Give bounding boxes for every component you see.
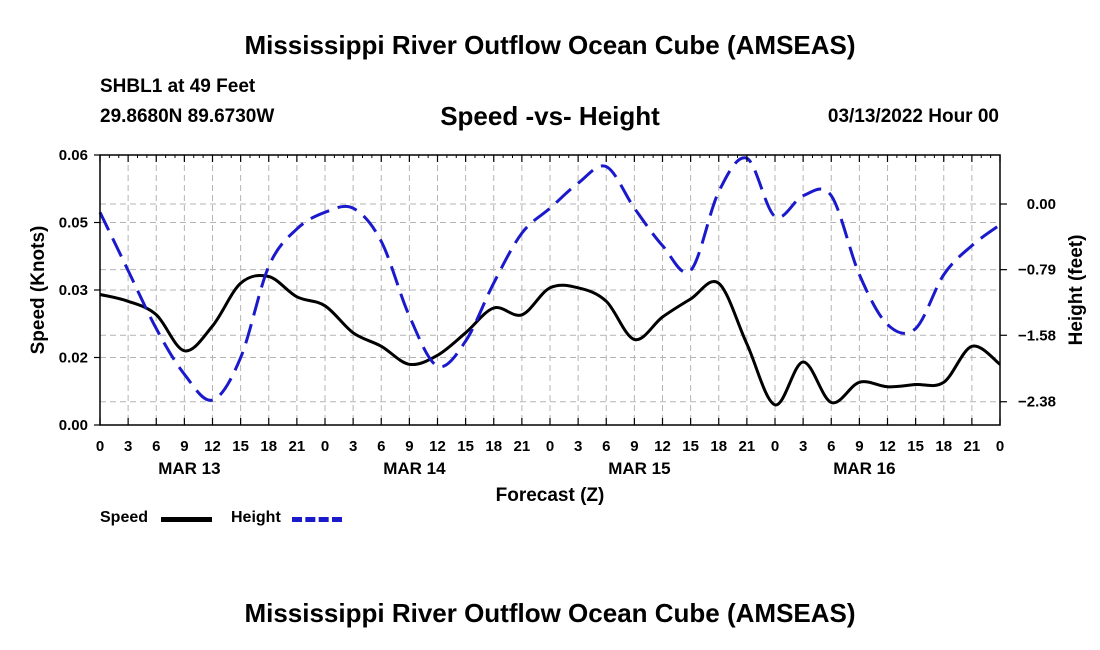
x-tick-label: 6	[152, 438, 160, 455]
x-tick-label: 9	[180, 438, 188, 455]
x-tick-label: 3	[574, 438, 582, 455]
y-right-tick-label: 0.00	[1027, 196, 1056, 213]
x-tick-label: 15	[457, 438, 474, 455]
y-left-axis-title: Speed (Knots)	[28, 226, 49, 355]
y-left-tick-label: 0.02	[59, 350, 88, 367]
legend-height-swatch	[292, 517, 342, 522]
x-day-label: MAR 13	[158, 459, 220, 478]
x-day-label: MAR 15	[608, 459, 670, 478]
x-tick-label: 9	[405, 438, 413, 455]
station-coordinates: 29.8680N 89.6730W	[100, 106, 275, 127]
x-tick-label: 12	[879, 438, 896, 455]
y-right-axis-title: Height (feet)	[1066, 235, 1087, 346]
x-tick-label: 18	[935, 438, 952, 455]
x-tick-label: 3	[799, 438, 807, 455]
series-height-line	[98, 156, 1001, 402]
x-tick-label: 18	[485, 438, 502, 455]
axis-ticks	[94, 154, 1007, 426]
x-tick-label: 3	[124, 438, 132, 455]
x-tick-label: 12	[204, 438, 221, 455]
x-tick-label: 15	[682, 438, 699, 455]
x-tick-label: 18	[710, 438, 727, 455]
footer-title: Mississippi River Outflow Ocean Cube (AM…	[244, 598, 856, 628]
y-left-tick-label: 0.06	[59, 147, 88, 164]
x-tick-label: 6	[602, 438, 610, 455]
x-tick-label: 15	[232, 438, 249, 455]
x-tick-label: 9	[855, 438, 863, 455]
x-tick-label: 6	[377, 438, 385, 455]
x-tick-label: 12	[654, 438, 671, 455]
chart-title: Mississippi River Outflow Ocean Cube (AM…	[244, 30, 856, 60]
legend-speed-label: Speed	[100, 509, 149, 526]
x-tick-label: 0	[96, 438, 104, 455]
series-speed-line	[99, 273, 1001, 407]
x-tick-label: 18	[260, 438, 277, 455]
series-layer	[98, 156, 1001, 407]
x-tick-label: 0	[546, 438, 554, 455]
x-tick-label: 6	[827, 438, 835, 455]
x-tick-label: 21	[739, 438, 756, 455]
x-day-label: MAR 14	[383, 459, 446, 478]
station-label: SHBL1 at 49 Feet	[100, 76, 256, 97]
x-tick-label: 0	[321, 438, 329, 455]
x-tick-label: 21	[964, 438, 981, 455]
y-left-tick-label: 0.03	[59, 282, 88, 299]
x-tick-label: 0	[771, 438, 779, 455]
y-left-tick-label: 0.00	[59, 417, 88, 434]
forecast-date: 03/13/2022 Hour 00	[827, 106, 999, 127]
axis-labels: 0 3 6 9 12 15 18 21 0 3 6 9 12 15 18 21 0 3 6 9 12 15 18 21 0 3 6 9…	[28, 147, 1087, 506]
x-tick-label: 21	[514, 438, 531, 455]
legend-height-label: Height	[231, 509, 281, 526]
x-day-label: MAR 16	[833, 459, 895, 478]
y-right-tick-label: −2.38	[1018, 394, 1056, 411]
grid-lines	[100, 155, 1000, 425]
x-tick-label: 0	[996, 438, 1004, 455]
y-left-tick-label: 0.05	[59, 215, 88, 232]
x-tick-label: 9	[630, 438, 638, 455]
y-right-tick-label: −0.79	[1018, 262, 1056, 279]
x-tick-label: 21	[289, 438, 306, 455]
x-tick-label: 3	[349, 438, 357, 455]
chart-subtitle: Speed -vs- Height	[440, 101, 660, 131]
legend-speed-swatch	[161, 517, 212, 522]
y-right-tick-label: −1.58	[1018, 327, 1056, 344]
x-tick-label: 15	[907, 438, 924, 455]
x-axis-title: Forecast (Z)	[496, 485, 605, 506]
x-tick-label: 12	[429, 438, 446, 455]
